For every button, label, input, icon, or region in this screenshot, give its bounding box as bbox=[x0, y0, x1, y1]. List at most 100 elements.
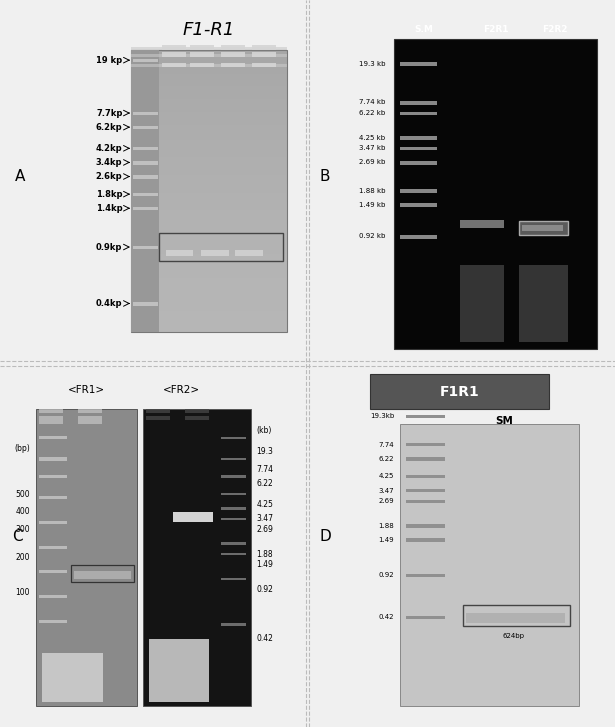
Bar bbox=[191, 52, 213, 57]
Bar bbox=[133, 193, 157, 196]
Bar bbox=[39, 497, 68, 499]
Text: 300: 300 bbox=[15, 525, 30, 534]
Text: 7.74 kb: 7.74 kb bbox=[359, 100, 385, 105]
Text: 7.74: 7.74 bbox=[378, 442, 394, 448]
Text: 3.47: 3.47 bbox=[256, 514, 274, 523]
Bar bbox=[191, 63, 213, 67]
Bar bbox=[185, 409, 209, 413]
Bar bbox=[394, 39, 597, 349]
Bar bbox=[221, 578, 247, 580]
Bar bbox=[406, 457, 445, 461]
Text: 1.49 kb: 1.49 kb bbox=[359, 201, 385, 208]
Bar bbox=[133, 126, 157, 129]
Bar bbox=[462, 605, 570, 626]
Text: 1.49: 1.49 bbox=[378, 537, 394, 543]
Bar bbox=[77, 409, 101, 413]
Bar bbox=[42, 653, 103, 702]
Text: (bp): (bp) bbox=[14, 443, 30, 453]
Bar bbox=[173, 512, 213, 522]
Bar bbox=[77, 417, 101, 420]
Bar bbox=[400, 204, 437, 207]
Text: D: D bbox=[320, 529, 331, 544]
Bar bbox=[132, 47, 287, 49]
Text: (kb): (kb) bbox=[256, 426, 272, 435]
Text: B: B bbox=[320, 169, 330, 184]
Bar bbox=[133, 302, 157, 305]
Text: 500: 500 bbox=[15, 489, 30, 499]
Bar bbox=[252, 63, 276, 67]
Bar bbox=[406, 524, 445, 528]
Text: A: A bbox=[15, 169, 25, 184]
Bar bbox=[39, 420, 63, 424]
Text: <FR2>: <FR2> bbox=[162, 385, 199, 395]
Bar bbox=[466, 613, 565, 623]
Text: 7.74: 7.74 bbox=[256, 465, 274, 474]
Bar bbox=[406, 574, 445, 577]
Text: 4.25: 4.25 bbox=[379, 473, 394, 479]
Bar bbox=[221, 624, 247, 626]
Text: S.M: S.M bbox=[415, 25, 434, 34]
Text: 0.9kp: 0.9kp bbox=[96, 243, 122, 252]
Bar bbox=[162, 45, 186, 49]
Bar bbox=[252, 52, 276, 57]
Bar bbox=[191, 45, 213, 49]
Bar bbox=[149, 638, 209, 702]
Bar bbox=[400, 161, 437, 164]
Bar bbox=[221, 518, 247, 520]
Bar bbox=[201, 249, 229, 256]
Text: 1.49: 1.49 bbox=[256, 560, 274, 569]
Text: 200: 200 bbox=[15, 553, 30, 562]
Bar bbox=[133, 59, 157, 63]
Text: F2R1: F2R1 bbox=[483, 25, 508, 34]
Text: 19.3: 19.3 bbox=[256, 447, 274, 457]
Text: 1.88: 1.88 bbox=[378, 523, 394, 529]
Bar bbox=[39, 417, 63, 420]
Bar bbox=[406, 443, 445, 446]
Bar bbox=[71, 565, 134, 582]
Bar bbox=[39, 570, 68, 574]
Text: F1-R1: F1-R1 bbox=[183, 21, 235, 39]
Text: 1.8kp: 1.8kp bbox=[96, 190, 122, 198]
Bar bbox=[236, 249, 263, 256]
Bar bbox=[133, 147, 157, 150]
Bar bbox=[132, 49, 287, 332]
Bar bbox=[400, 147, 437, 150]
Text: 6.22: 6.22 bbox=[256, 479, 274, 488]
Bar bbox=[520, 221, 568, 235]
Bar bbox=[221, 458, 247, 460]
Text: 0.42: 0.42 bbox=[256, 634, 274, 643]
Bar bbox=[400, 63, 437, 66]
Bar bbox=[221, 45, 245, 49]
Bar bbox=[252, 45, 276, 49]
Text: 100: 100 bbox=[15, 588, 30, 598]
Bar bbox=[132, 54, 287, 57]
Text: 1.4kp: 1.4kp bbox=[96, 204, 122, 213]
Bar bbox=[39, 409, 63, 413]
Bar bbox=[185, 417, 209, 420]
Bar bbox=[36, 409, 137, 706]
Bar bbox=[133, 207, 157, 210]
Bar bbox=[400, 101, 437, 105]
Bar bbox=[159, 233, 284, 261]
Bar bbox=[400, 235, 437, 238]
Bar bbox=[133, 246, 157, 249]
Text: 3.47 kb: 3.47 kb bbox=[359, 145, 385, 151]
Text: 1.88 kb: 1.88 kb bbox=[359, 188, 385, 193]
Bar bbox=[370, 374, 549, 409]
Bar bbox=[39, 436, 68, 439]
Text: <FR1>: <FR1> bbox=[68, 385, 105, 395]
Bar bbox=[77, 420, 101, 424]
Bar bbox=[39, 521, 68, 524]
Text: 624bp: 624bp bbox=[502, 633, 525, 639]
Bar bbox=[522, 225, 563, 231]
Bar bbox=[162, 52, 186, 57]
Text: C: C bbox=[12, 529, 23, 544]
Bar bbox=[406, 415, 445, 418]
Text: 2.6kp: 2.6kp bbox=[96, 172, 122, 181]
Bar bbox=[221, 475, 247, 478]
Text: 0.92: 0.92 bbox=[256, 585, 274, 594]
Text: 19.3kb: 19.3kb bbox=[370, 414, 394, 419]
Text: 3.47: 3.47 bbox=[378, 488, 394, 494]
Bar bbox=[459, 265, 504, 342]
Bar bbox=[39, 595, 68, 598]
